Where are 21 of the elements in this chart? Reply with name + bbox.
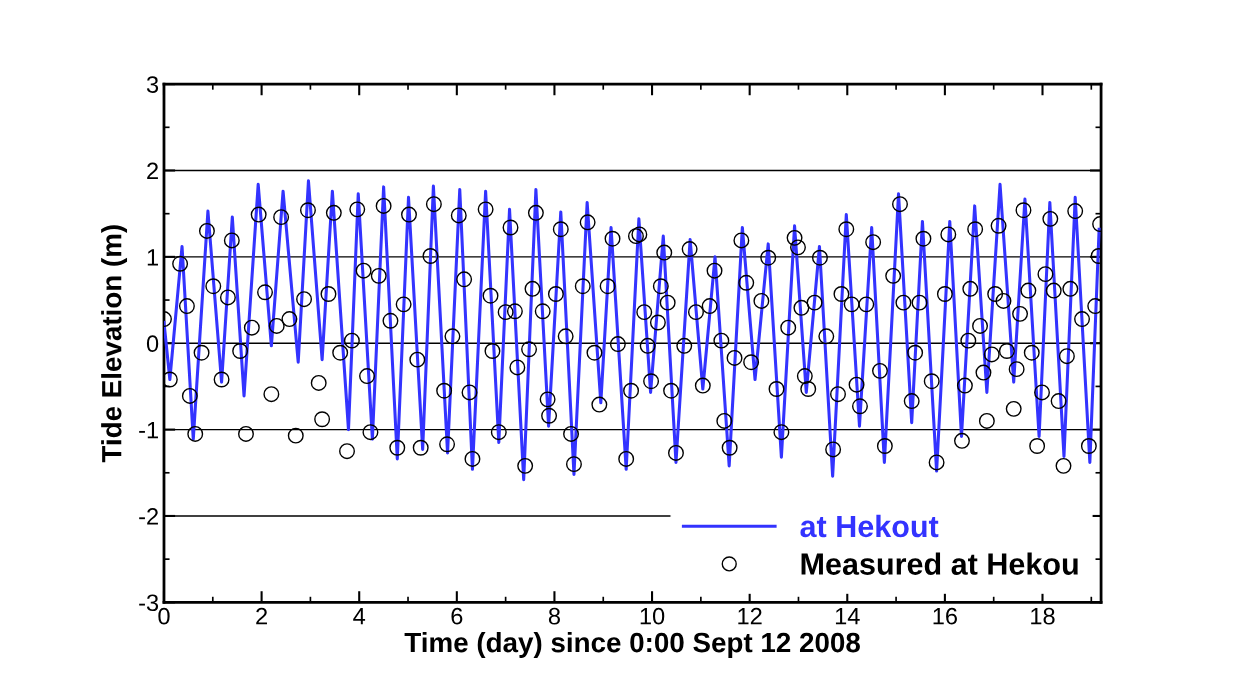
x-tick-label: 6 xyxy=(451,607,463,625)
y-axis-title: Tide Elevation (m) xyxy=(101,225,128,463)
x-tick-label: 12 xyxy=(738,607,762,625)
x-tick-label: 2 xyxy=(256,607,267,625)
y-tick-label: 3 xyxy=(146,76,159,93)
y-tick-label: 2 xyxy=(147,162,158,180)
y-tick-label: 0 xyxy=(146,335,159,353)
legend-label: at Hekout xyxy=(800,514,939,538)
legend-label: Measured at Hekou xyxy=(801,552,1078,575)
y-tick-label: 1 xyxy=(147,249,158,266)
x-tick-label: 14 xyxy=(835,608,860,625)
x-axis-title: Time (day) since 0:00 Sept 12 2008 xyxy=(404,631,860,658)
y-tick-label: -1 xyxy=(139,421,158,439)
x-tick-label: 18 xyxy=(1031,607,1055,625)
x-tick-label: 8 xyxy=(548,607,560,625)
x-tick-label: 10 xyxy=(640,607,665,625)
y-tick-label: -3 xyxy=(139,594,159,612)
x-tick-label: 0 xyxy=(158,607,170,625)
x-tick-label: 16 xyxy=(933,607,957,625)
x-tick-label: 4 xyxy=(353,608,366,625)
y-tick-label: -2 xyxy=(139,508,158,525)
